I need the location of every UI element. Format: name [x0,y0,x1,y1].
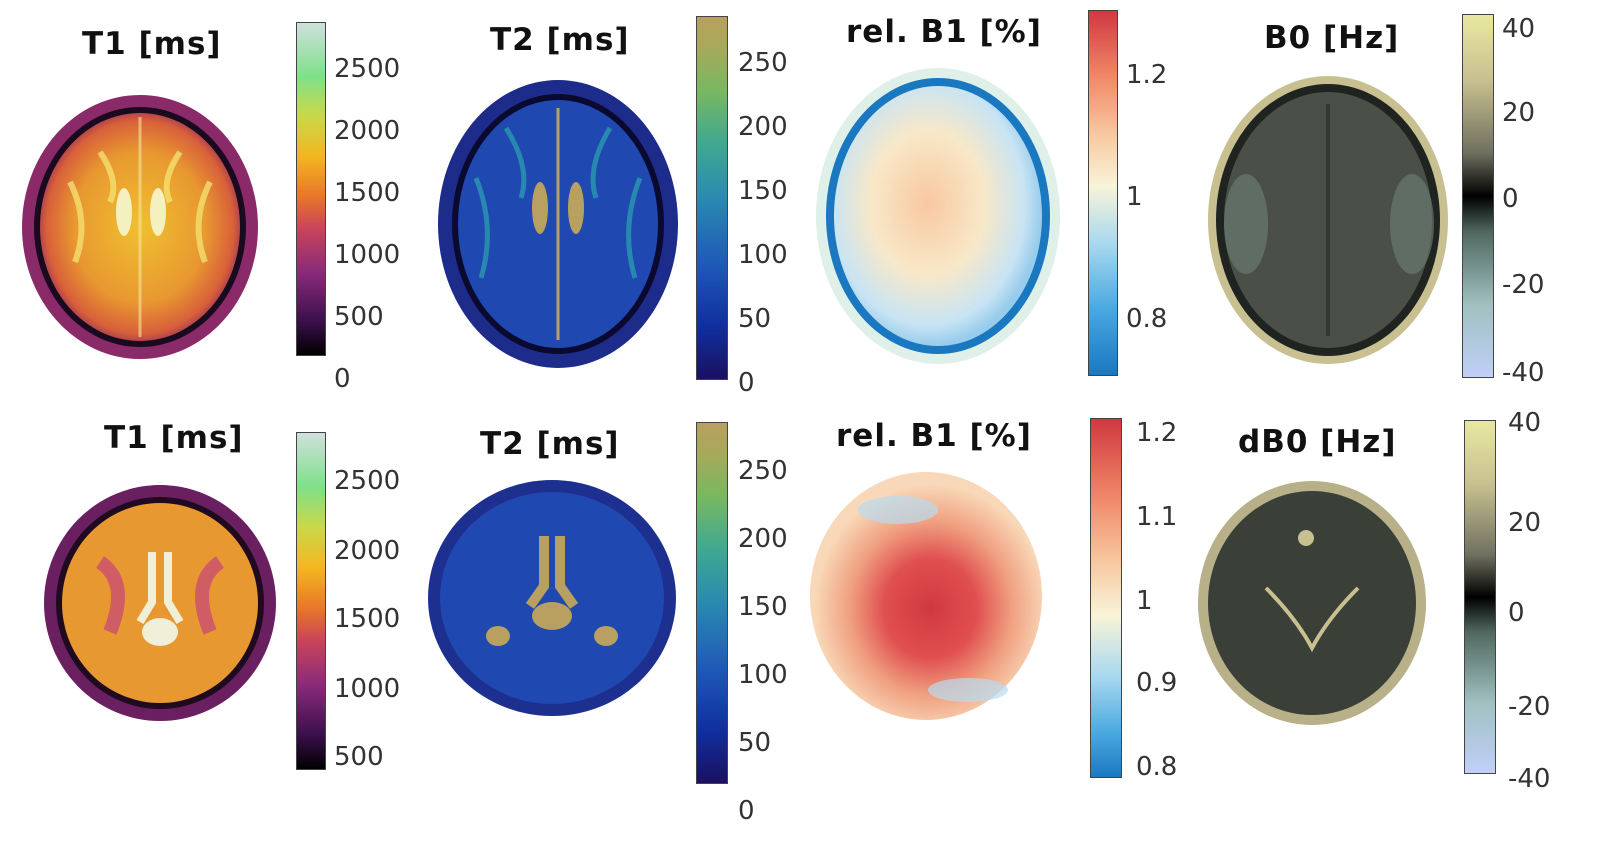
brain-map-t2-bottom [428,480,676,716]
panel-title: T1 [ms] [104,420,244,456]
tick-label: 250 [738,48,788,78]
tick-label: 500 [334,302,384,332]
tick-label: 0.8 [1136,752,1178,782]
tick-label: 1 [1136,586,1153,616]
tick-label: 0 [1508,598,1525,628]
tick-label: 100 [738,240,788,270]
brain-map-b0-top [1208,76,1448,364]
tick-label: 0 [334,364,351,394]
tick-label: 200 [738,112,788,142]
panel-title: T2 [ms] [490,22,630,58]
tick-label: 500 [334,742,384,772]
tick-label: 40 [1508,408,1542,438]
tick-label: 0.9 [1136,668,1178,698]
tick-label: 100 [738,660,788,690]
colorbar-b1 [1088,10,1118,376]
brain-map-t1-top [22,95,258,359]
tick-label: 1000 [334,240,401,270]
panel-title: B0 [Hz] [1264,20,1400,56]
tick-label: 2500 [334,466,401,496]
colorbar-t1 [296,432,326,770]
tick-label: 1500 [334,604,401,634]
panel-title: rel. B1 [%] [836,418,1032,454]
tick-label: 2000 [334,536,401,566]
tick-label: 150 [738,592,788,622]
tick-label: 1500 [334,178,401,208]
colorbar-b0 [1462,14,1494,378]
panel-title: rel. B1 [%] [846,14,1042,50]
tick-label: 0 [738,796,755,826]
tick-label: 1000 [334,674,401,704]
tick-label: 200 [738,524,788,554]
colorbar-t1 [296,22,326,356]
panel-title: T1 [ms] [82,26,222,62]
tick-label: 250 [738,456,788,486]
tick-label: -20 [1502,270,1545,300]
brain-map-b1-top [816,68,1060,364]
brain-map-b1-bottom [810,472,1042,720]
tick-label: 20 [1508,508,1542,538]
tick-label: 150 [738,176,788,206]
colorbar-b1 [1090,418,1122,778]
tick-label: 1.2 [1126,60,1168,90]
tick-label: 20 [1502,98,1536,128]
tick-label: 2500 [334,54,401,84]
tick-label: -40 [1508,764,1551,794]
tick-label: -40 [1502,358,1545,388]
tick-label: 1.2 [1136,418,1178,448]
panel-title: T2 [ms] [480,426,620,462]
tick-label: 2000 [334,116,401,146]
brain-map-t2-top [438,80,678,368]
brain-map-t1-bottom [44,485,276,721]
tick-label: 1 [1126,182,1143,212]
colorbar-t2 [696,16,728,380]
tick-label: 50 [738,304,772,334]
tick-label: -20 [1508,692,1551,722]
tick-label: 0 [1502,184,1519,214]
tick-label: 40 [1502,14,1536,44]
tick-label: 50 [738,728,772,758]
tick-label: 1.1 [1136,502,1178,532]
panel-title: dB0 [Hz] [1238,424,1397,460]
tick-label: 0 [738,368,755,398]
colorbar-t2 [696,422,728,784]
colorbar-db0 [1464,420,1496,774]
brain-map-db0-bottom [1198,481,1426,725]
tick-label: 0.8 [1126,304,1168,334]
